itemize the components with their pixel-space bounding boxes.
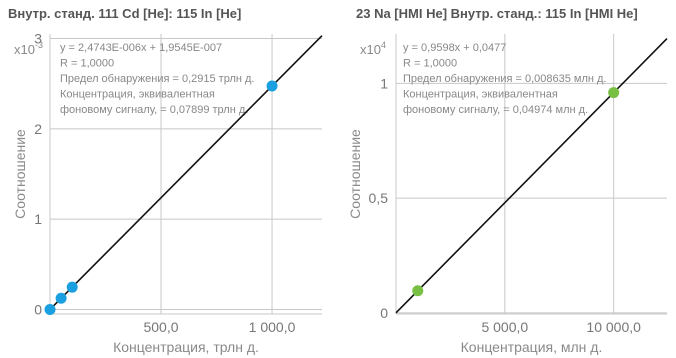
y-multiplier: x10-3	[14, 40, 43, 57]
y-tick-label: 3	[34, 31, 42, 47]
chart-title: Внутр. станд. 111 Cd [He]: 115 In [He]	[8, 6, 242, 21]
y-tick-label: 0	[34, 301, 42, 317]
fit-annotation: R = 1,0000	[60, 58, 114, 70]
y-axis-title: Соотношение	[12, 129, 28, 219]
y-tick-label: 1	[34, 211, 42, 227]
fit-annotation: Концентрация, эквивалентная	[60, 89, 215, 101]
y-tick-label: 2	[34, 121, 42, 137]
data-point	[412, 285, 424, 297]
chart-title: 23 Na [HMI He] Внутр. станд.: 115 In [HM…	[356, 6, 638, 21]
fit-annotation: R = 1,0000	[403, 58, 457, 70]
y-tick-label: 0,5	[369, 190, 389, 206]
x-tick-label: 1 000,0	[249, 319, 296, 335]
data-point	[266, 80, 278, 92]
x-tick-label: 500,0	[143, 319, 178, 335]
data-point	[55, 292, 67, 304]
data-point	[44, 303, 56, 315]
fit-annotation: y = 0,9598x + 0,0477	[403, 42, 506, 54]
fit-annotation: y = 2,4743E-006x + 1,9545E-007	[60, 42, 222, 54]
fit-annotation: Предел обнаружения = 0,008635 млн д.	[403, 73, 606, 85]
y-multiplier: x104	[360, 40, 386, 57]
y-axis-title: Соотношение	[347, 129, 363, 219]
fit-annotation: фоновому сигналу, = 0,07899 трлн д.	[60, 104, 248, 116]
fit-annotation: Предел обнаружения = 0,2915 трлн д.	[60, 73, 254, 85]
data-point	[66, 281, 78, 293]
calibration-chart-cd: 0 1 2 3 500,0 1 000,0 x10-3 y = 2,4743E-006x + …	[12, 31, 323, 355]
data-point	[608, 87, 620, 99]
calibration-fit-line	[49, 35, 323, 311]
calibration-fit-line	[395, 38, 668, 314]
x-axis-title: Концентрация, млн д.	[461, 339, 603, 355]
fit-annotation: фоновому сигналу, = 0,04974 млн д.	[403, 104, 588, 116]
x-tick-label: 5 000,0	[481, 319, 528, 335]
fit-annotation: Концентрация, эквивалентная	[403, 89, 558, 101]
x-axis-title: Концентрация, трлн д.	[113, 339, 259, 355]
x-tick-label: 10 000,0	[586, 319, 641, 335]
chart-panel-cd: Внутр. станд. 111 Cd [He]: 115 In [He] 0…	[8, 6, 323, 355]
chart-panel-na: 23 Na [HMI He] Внутр. станд.: 115 In [HM…	[338, 0, 676, 358]
calibration-chart-na: 0 0,5 1 5 000,0 10 000,0 x104 y = 0,9598x + 0,…	[347, 34, 668, 355]
y-tick-label: 1	[380, 75, 388, 91]
y-tick-label: 0	[380, 305, 388, 321]
